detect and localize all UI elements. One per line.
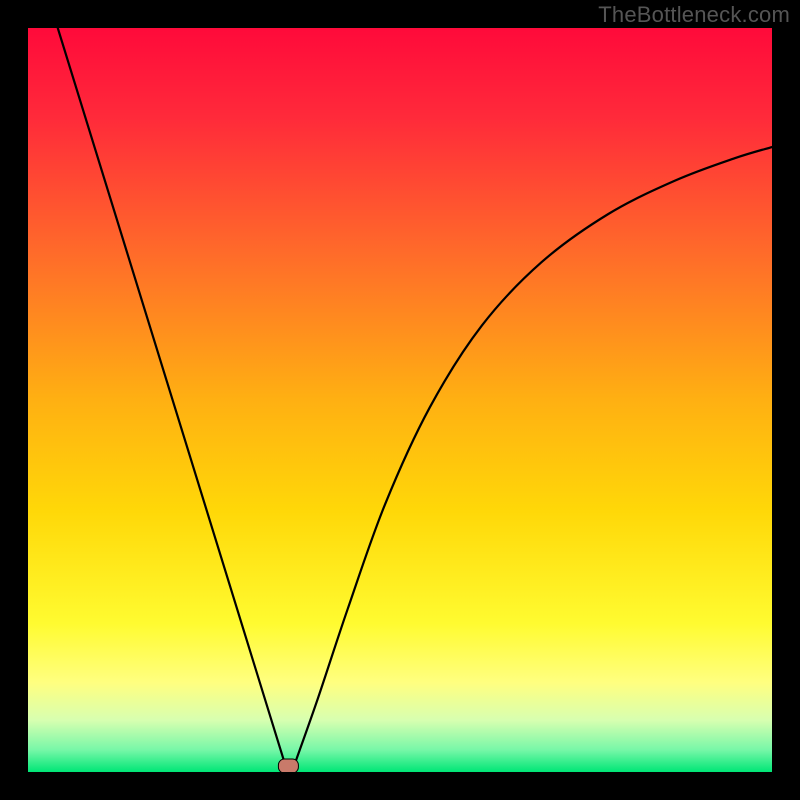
plot-area <box>28 28 772 772</box>
chart-container: TheBottleneck.com <box>0 0 800 800</box>
plot-svg <box>28 28 772 772</box>
watermark-text: TheBottleneck.com <box>598 2 790 28</box>
gradient-background <box>28 28 772 772</box>
vertex-marker <box>278 759 298 772</box>
